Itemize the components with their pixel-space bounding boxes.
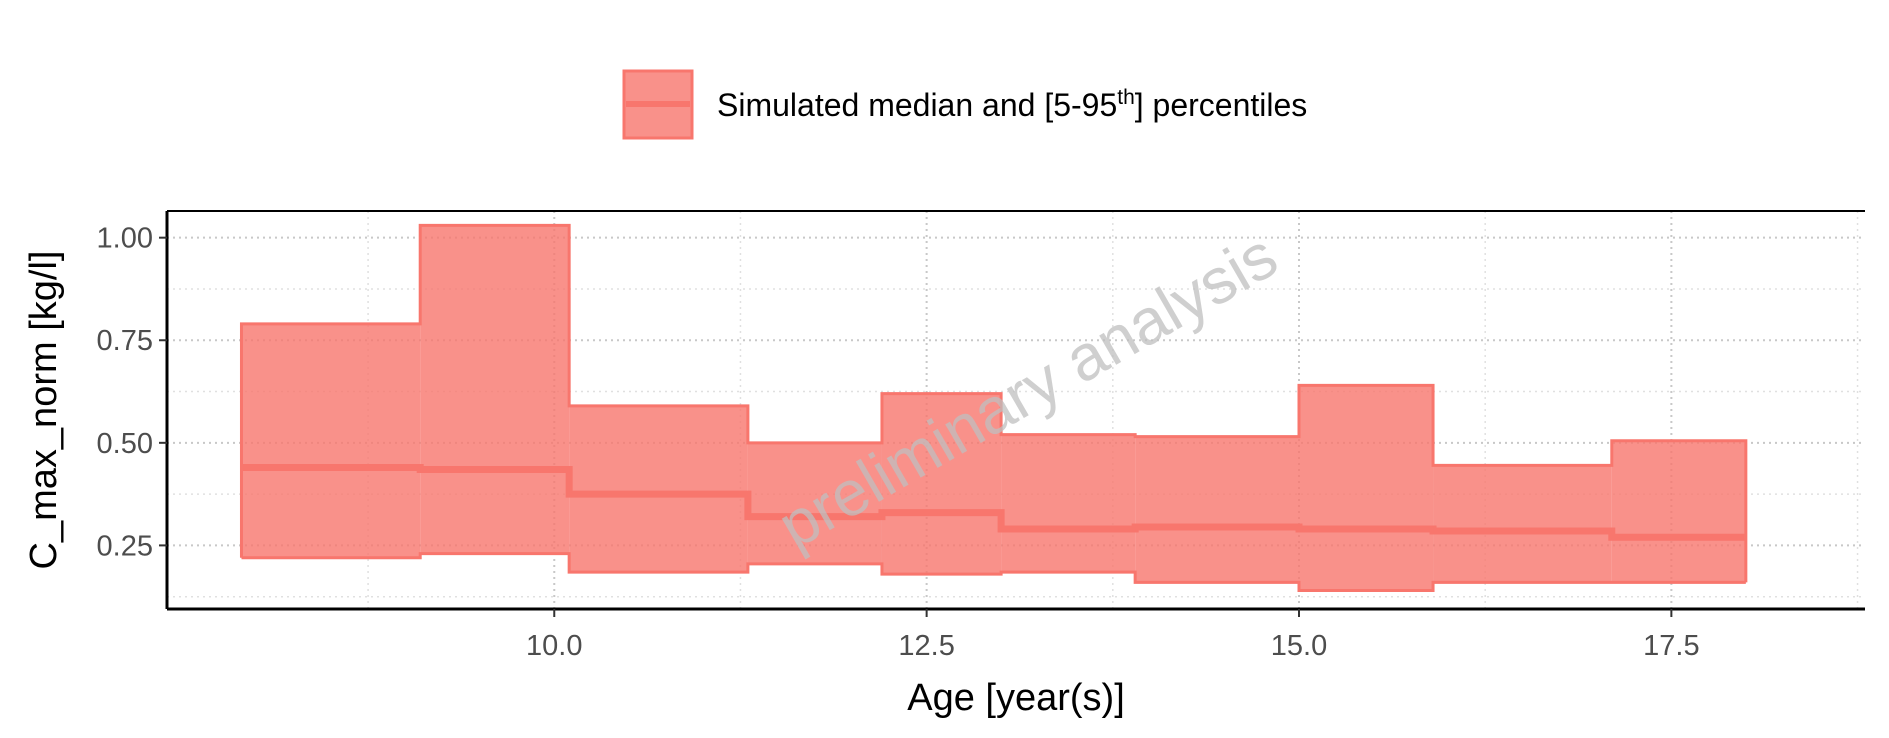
- percentile-band: [1433, 465, 1612, 583]
- legend-label-sup: th: [1117, 86, 1135, 109]
- y-tick-label: 1.00: [97, 223, 153, 255]
- percentile-band: [420, 225, 570, 554]
- y-axis: 0.25 0.50 0.75 1.00: [97, 223, 167, 562]
- percentile-band: [1135, 436, 1299, 583]
- percentile-band: [1611, 440, 1746, 583]
- plot-panel: preliminary analysis: [165, 210, 1865, 611]
- x-tick-label: 12.5: [898, 630, 954, 662]
- percentile-band: [1299, 385, 1434, 591]
- percentile-band: [747, 442, 882, 564]
- p5-line: [241, 552, 1746, 593]
- y-tick-label: 0.50: [97, 428, 153, 460]
- percentile-band: [241, 323, 421, 558]
- percentile-band: [881, 393, 1002, 575]
- percentile-band: [569, 405, 748, 573]
- p95-line: [239, 223, 1748, 583]
- x-tick-label: 10.0: [526, 630, 582, 662]
- legend: Simulated median and [5-95th] percentile…: [622, 69, 1307, 140]
- y-tick-label: 0.75: [97, 325, 153, 357]
- x-tick-label: 17.5: [1643, 630, 1699, 662]
- legend-label-post: ] percentiles: [1135, 87, 1308, 123]
- percentile-band: [1001, 434, 1136, 573]
- median-line: [241, 463, 1746, 541]
- x-axis: 10.0 12.5 15.0 17.5: [526, 609, 1700, 662]
- y-axis-title: C_max_norm [kg/l]: [23, 251, 65, 570]
- percentile-bands: [241, 225, 1746, 591]
- y-tick-label: 0.25: [97, 530, 153, 562]
- legend-label: Simulated median and [5-95th] percentile…: [717, 86, 1307, 123]
- x-axis-title: Age [year(s)]: [907, 677, 1125, 719]
- legend-label-pre: Simulated median and [5-95: [717, 87, 1117, 123]
- x-tick-label: 15.0: [1271, 630, 1327, 662]
